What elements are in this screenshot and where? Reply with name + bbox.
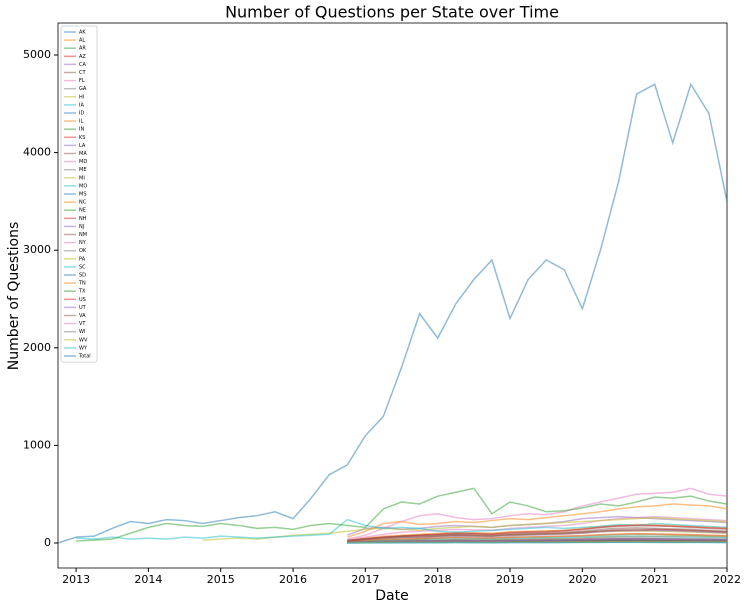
legend-label: VA bbox=[79, 313, 86, 319]
x-tick-label: 2017 bbox=[351, 573, 379, 586]
series-line bbox=[347, 528, 728, 542]
y-tick-label: 0 bbox=[44, 536, 51, 549]
x-tick-label: 2013 bbox=[62, 573, 90, 586]
legend-label: IN bbox=[79, 127, 84, 133]
series-line bbox=[347, 529, 728, 542]
legend-label: OK bbox=[79, 248, 87, 254]
legend-label: NH bbox=[79, 216, 87, 222]
legend-label: NJ bbox=[79, 224, 84, 230]
legend-label: AK bbox=[79, 30, 86, 36]
series-line bbox=[347, 487, 728, 540]
legend-label: NE bbox=[79, 208, 86, 214]
series-line bbox=[347, 503, 728, 538]
series-line bbox=[76, 487, 728, 542]
legend-label: WY bbox=[79, 345, 88, 351]
legend-label: ID bbox=[79, 111, 84, 117]
series-line bbox=[347, 532, 728, 543]
legend-label: IL bbox=[79, 119, 83, 125]
plot-frame bbox=[57, 22, 728, 569]
legend-label: LA bbox=[79, 143, 86, 149]
y-axis-label: Number of Questions bbox=[6, 222, 22, 371]
series-line bbox=[347, 515, 728, 541]
series-line bbox=[202, 516, 728, 541]
legend-label: TX bbox=[78, 289, 86, 295]
legend-label: AZ bbox=[79, 54, 86, 60]
legend-label: MA bbox=[79, 151, 87, 157]
legend-label: GA bbox=[79, 86, 87, 92]
chart-title: Number of Questions per State over Time bbox=[225, 3, 559, 22]
legend-label: TN bbox=[78, 281, 86, 287]
legend-label: MO bbox=[79, 183, 87, 189]
legend-label: CA bbox=[79, 62, 86, 68]
legend-label: US bbox=[79, 297, 86, 303]
legend-label: AR bbox=[79, 46, 86, 52]
series-line bbox=[347, 537, 728, 543]
x-tick-label: 2021 bbox=[641, 573, 669, 586]
legend-box bbox=[60, 25, 98, 363]
legend-label: MS bbox=[79, 192, 87, 198]
legend-label: PA bbox=[79, 256, 86, 262]
series-line bbox=[76, 518, 728, 540]
legend-label: IA bbox=[79, 102, 84, 108]
x-axis-label: Date bbox=[375, 588, 408, 604]
series-line bbox=[347, 536, 728, 543]
legend-label: KS bbox=[79, 135, 85, 141]
y-tick-label: 1000 bbox=[23, 438, 51, 451]
y-tick-label: 4000 bbox=[23, 146, 51, 159]
legend-label: NM bbox=[79, 232, 87, 238]
y-tick-label: 3000 bbox=[23, 243, 51, 256]
legend-label: AL bbox=[79, 38, 85, 44]
series-line bbox=[347, 523, 728, 541]
legend-label: MI bbox=[79, 175, 85, 181]
x-tick-label: 2018 bbox=[424, 573, 452, 586]
x-tick-label: 2015 bbox=[207, 573, 235, 586]
x-tick-label: 2020 bbox=[568, 573, 596, 586]
x-tick-label: 2016 bbox=[279, 573, 307, 586]
legend-label: ME bbox=[79, 167, 86, 173]
legend-label: SD bbox=[79, 273, 86, 279]
legend-label: MD bbox=[79, 159, 87, 165]
legend-label: NC bbox=[79, 200, 87, 206]
legend-label: FL bbox=[79, 78, 85, 84]
legend-label: WV bbox=[79, 337, 88, 343]
y-tick-label: 2000 bbox=[23, 341, 51, 354]
x-tick-label: 2014 bbox=[134, 573, 162, 586]
legend-label: WI bbox=[79, 329, 85, 335]
y-tick-label: 5000 bbox=[23, 48, 51, 61]
x-tick-label: 2022 bbox=[713, 573, 741, 586]
legend-label: UT bbox=[79, 305, 87, 311]
legend-label: SC bbox=[79, 264, 86, 270]
legend-label: VT bbox=[79, 321, 86, 327]
legend-label: Total bbox=[78, 354, 91, 360]
legend-label: HI bbox=[79, 94, 84, 100]
legend-label: CT bbox=[79, 70, 86, 76]
legend-label: NY bbox=[79, 240, 87, 246]
x-tick-label: 2019 bbox=[496, 573, 524, 586]
series-line bbox=[57, 82, 728, 544]
